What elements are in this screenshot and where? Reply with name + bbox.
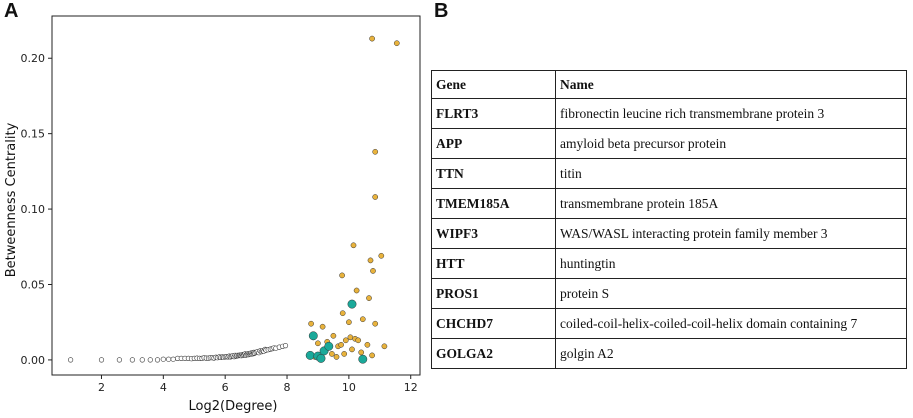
scatter-point-gray [166, 356, 172, 362]
scatter-point-orange [372, 148, 379, 155]
scatter-point-orange [330, 332, 337, 339]
scatter-point-teal [305, 350, 315, 360]
scatter-point-orange [393, 40, 400, 47]
points-layer [67, 35, 400, 364]
gene-table: Gene Name FLRT3 fibronectin leucine rich … [431, 70, 907, 369]
y-axis-ticks: 0.00 0.05 0.10 0.15 0.20 [21, 52, 52, 367]
header-name: Name [555, 70, 907, 99]
x-tick-label: 4 [160, 381, 167, 394]
scatter-point-teal [316, 353, 326, 363]
name-cell: titin [555, 158, 907, 189]
scatter-point-orange [367, 257, 374, 264]
table-row: TTN titin [431, 158, 907, 189]
scatter-point-gray [154, 357, 161, 363]
scatter-point-orange [333, 354, 340, 360]
name-cell: coiled-coil-helix-coiled-coil-helix doma… [555, 308, 907, 339]
y-tick-label: 0.20 [21, 52, 46, 65]
table-row: HTT huntingtin [431, 248, 907, 279]
scatter-point-teal [358, 354, 368, 364]
name-cell: golgin A2 [555, 338, 907, 369]
x-tick-label: 12 [404, 381, 418, 394]
gene-cell: HTT [431, 248, 556, 279]
scatter-point-teal [324, 341, 334, 351]
scatter-point-teal [308, 331, 318, 341]
y-tick-label: 0.05 [21, 278, 46, 291]
gene-cell: TTN [431, 158, 556, 189]
scatter-point-orange [369, 35, 375, 42]
scatter-point-orange [329, 351, 335, 357]
scatter-point-orange [342, 337, 349, 344]
scatter-point-gray [116, 357, 122, 363]
scatter-point-gray [67, 357, 74, 363]
x-axis-ticks: 2 4 6 8 10 12 [98, 375, 418, 394]
scatter-point-gray [160, 356, 166, 362]
table-row: CHCHD7 coiled-coil-helix-coiled-coil-heli… [431, 308, 907, 339]
table-row: APP amyloid beta precursor protein [431, 128, 907, 159]
scatter-point-orange [350, 242, 357, 249]
scatter-point-teal [347, 299, 357, 309]
scatter-point-gray [147, 357, 153, 363]
scatter-point-orange [349, 346, 355, 353]
gene-cell: GOLGA2 [431, 338, 556, 369]
scatter-point-gray [139, 357, 145, 363]
scatter-point-orange [353, 287, 360, 294]
scatter-point-orange [372, 320, 379, 327]
panel-a-label: A [4, 0, 19, 22]
scatter-point-orange [346, 319, 352, 326]
scatter-point-gray [129, 357, 135, 363]
gene-cell: PROS1 [431, 278, 556, 309]
x-tick-label: 8 [284, 381, 291, 394]
scatter-point-gray [98, 357, 105, 363]
name-cell: WAS/WASL interacting protein family memb… [555, 218, 907, 249]
x-tick-label: 10 [342, 381, 356, 394]
scatter-point-orange [372, 194, 379, 200]
scatter-point-orange [355, 337, 362, 344]
gene-cell: APP [431, 128, 556, 159]
scatter-point-gray [170, 356, 176, 362]
scatter-point-orange [381, 343, 388, 350]
scatter-point-orange [308, 320, 314, 327]
x-axis-title: Log2(Degree) [189, 399, 278, 414]
name-cell: amyloid beta precursor protein [555, 128, 907, 159]
scatter-point-orange [319, 323, 326, 330]
scatter-point-orange [338, 341, 344, 348]
scatter-point-orange [339, 310, 346, 317]
name-cell: transmembrane protein 185A [555, 188, 907, 219]
y-tick-label: 0.15 [21, 128, 46, 141]
table-header-row: Gene Name [431, 70, 907, 99]
scatter-point-orange [339, 272, 345, 279]
scatter-plot: 2 4 6 8 10 12 0.00 0.05 0.10 0.15 0.20 Log2(Degre… [4, 15, 421, 414]
panel-b-label: B [434, 0, 449, 22]
gene-cell: CHCHD7 [431, 308, 556, 339]
scatter-point-orange [378, 252, 385, 259]
table-row: WIPF3 WAS/WASL interacting protein family… [431, 218, 907, 249]
x-tick-label: 6 [222, 381, 229, 394]
gene-cell: WIPF3 [431, 218, 556, 249]
gene-cell: TMEM185A [431, 188, 556, 219]
x-tick-label: 2 [98, 381, 105, 394]
table-row: GOLGA2 golgin A2 [431, 338, 907, 369]
table-row: FLRT3 fibronectin leucine rich transmembr… [431, 98, 907, 129]
name-cell: protein S [555, 278, 907, 309]
scatter-point-orange [315, 340, 321, 347]
scatter-point-orange [370, 268, 376, 274]
y-tick-label: 0.10 [21, 203, 46, 216]
scatter-point-orange [347, 334, 354, 341]
y-tick-label: 0.00 [21, 354, 46, 367]
scatter-point-orange [364, 341, 371, 348]
y-axis-title: Betweenness Centrality [4, 122, 19, 277]
scatter-point-orange [359, 316, 366, 323]
gene-cell: FLRT3 [431, 98, 556, 129]
table-row: TMEM185A transmembrane protein 185A [431, 188, 907, 219]
scatter-point-orange [366, 295, 372, 301]
header-gene: Gene [431, 70, 556, 99]
scatter-point-orange [358, 349, 365, 356]
scatter-point-gray [282, 343, 289, 349]
scatter-point-orange [369, 352, 375, 359]
name-cell: fibronectin leucine rich transmembrane p… [555, 98, 907, 129]
name-cell: huntingtin [555, 248, 907, 279]
plot-frame [51, 15, 421, 376]
scatter-point-orange [341, 351, 348, 357]
table-row: PROS1 protein S [431, 278, 907, 309]
